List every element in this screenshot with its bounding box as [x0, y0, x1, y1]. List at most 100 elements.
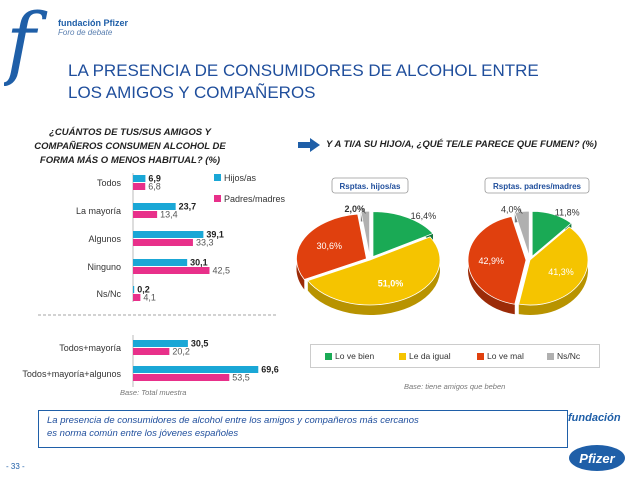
pie-data-label: 51,0%: [378, 279, 404, 289]
pie-data-label: 2,0%: [344, 204, 365, 214]
pie-data-label: 30,6%: [317, 241, 343, 251]
category-label: La mayoría: [76, 206, 121, 216]
leader-line: [362, 208, 366, 214]
leader-line: [518, 209, 523, 214]
bar-padres: [133, 239, 193, 246]
bar-hijos: [133, 340, 188, 347]
legend-lo-ve-mal: Lo ve mal: [477, 351, 524, 361]
pie-legend: Lo ve bien Le da igual Lo ve mal Ns/Nc: [310, 344, 600, 368]
pie-slice-lo-ve-bien: [372, 211, 434, 258]
pie-slice-lo-ve-mal: [467, 216, 527, 305]
bar-hijos: [133, 203, 176, 210]
pie-data-label: 4,0%: [501, 204, 522, 214]
conclusion-line-1: La presencia de consumidores de alcohol …: [47, 415, 419, 426]
svg-text:f: f: [4, 2, 48, 86]
data-label: 6,8: [148, 182, 161, 192]
arrow-right-icon: [298, 138, 320, 152]
pie-data-label: 11,8%: [555, 208, 580, 218]
category-label: Algunos: [88, 234, 121, 244]
legend-swatch-yellow: [399, 353, 406, 360]
pie-slice-ns-nc: [514, 210, 530, 257]
legend-swatch-green: [325, 353, 332, 360]
conclusion-line-2: es norma común entre los jóvenes español…: [47, 428, 239, 439]
svg-text:Pfizer: Pfizer: [579, 451, 615, 466]
pie-data-label: 41,3%: [548, 267, 574, 277]
data-label: 39,1: [206, 230, 224, 240]
bar-padres: [133, 348, 170, 355]
question-2: Y A TI/A SU HIJO/A, ¿QUÉ TE/LE PARECE QU…: [326, 139, 597, 150]
pie-slice-le-da-igual: [518, 226, 589, 306]
data-label: 0,2: [137, 285, 150, 295]
bar-hijos: [133, 366, 259, 373]
fundacion-logo-icon: f: [4, 2, 48, 86]
question-1-line-2: COMPAÑEROS CONSUMEN ALCOHOL DE: [34, 141, 226, 152]
base-note-1: Base: Total muestra: [120, 388, 187, 397]
legend-label: Le da igual: [409, 351, 451, 361]
category-label: Todos+mayoría: [59, 343, 121, 353]
bar-padres: [133, 267, 210, 274]
category-label: Ninguno: [87, 262, 121, 272]
data-label: 20,2: [172, 347, 190, 357]
data-label: 42,5: [213, 266, 231, 276]
bar-hijos: [133, 231, 204, 238]
bar-padres: [133, 294, 141, 301]
pie-title-box: [331, 177, 409, 194]
question-1-line-3: FORMA MÁS O MENOS HABITUAL? (%): [39, 155, 221, 166]
legend-label: Lo ve bien: [335, 351, 375, 361]
bar-hijos: [133, 175, 146, 182]
pfizer-logo-icon: Pfizer: [569, 445, 625, 471]
bar-hijos: [133, 259, 188, 266]
data-label: 69,6: [261, 365, 279, 375]
logo-subtitle: Foro de debate: [58, 28, 113, 37]
question-1: ¿CUÁNTOS DE TUS/SUS AMIGOS Y COMPAÑEROS …: [30, 126, 230, 168]
pie-title: Rsptas. hijos/as: [340, 182, 401, 191]
legend-lo-ve-bien: Lo ve bien: [325, 351, 374, 361]
conclusion-box: La presencia de consumidores de alcohol …: [38, 410, 568, 448]
data-label: 13,4: [160, 210, 178, 220]
legend-label: Hijos/as: [224, 173, 257, 183]
data-label: 30,1: [190, 258, 208, 268]
pie-slice-lo-ve-mal: [296, 213, 367, 280]
pie-slice-le-da-igual: [307, 236, 441, 306]
category-label: Todos: [97, 178, 122, 188]
pie-slice-lo-ve-bien: [531, 210, 572, 258]
legend-swatch: [214, 195, 221, 202]
page-number: - 33 -: [6, 462, 25, 471]
logo-text: fundación Pfizer Foro de debate: [58, 18, 128, 38]
pie-data-label: 16,4%: [411, 211, 437, 221]
legend-label: Padres/madres: [224, 194, 286, 204]
pie-slice-ns-nc: [360, 210, 371, 257]
bar-padres: [133, 211, 158, 218]
pie-title-box: [484, 177, 590, 194]
base-note-2: Base: tiene amigos que beben: [404, 382, 506, 391]
legend-label: Lo ve mal: [487, 351, 524, 361]
title-line-1: LA PRESENCIA DE CONSUMIDORES DE ALCOHOL …: [68, 61, 539, 80]
category-label: Ns/Nc: [97, 289, 122, 299]
data-label: 6,9: [148, 174, 161, 184]
legend-ns-nc: Ns/Nc: [547, 351, 580, 361]
legend-le-da-igual: Le da igual: [399, 351, 451, 361]
legend-swatch-red: [477, 353, 484, 360]
pie-slice-side: [518, 226, 588, 315]
bar-chart: Todos 6,96,8 La mayoría 23,713,4 Algunos 39,1…: [22, 173, 286, 387]
pie-charts: 16,4% 51,0% 30,6% 2,0% Rsptas. hijos/as 11,8%…: [296, 177, 590, 316]
bar-hijos: [133, 286, 135, 293]
bar-padres: [133, 374, 230, 381]
legend-swatch-gray: [547, 353, 554, 360]
data-label: 33,3: [196, 238, 214, 248]
data-label: 23,7: [179, 202, 197, 212]
logo-name: fundación Pfizer: [58, 18, 129, 28]
fundacion-footer-logo: fundación: [568, 412, 621, 424]
legend-label: Ns/Nc: [557, 351, 581, 361]
category-label: Todos+mayoría+algunos: [22, 369, 121, 379]
title-line-2: LOS AMIGOS Y COMPAÑEROS: [68, 83, 316, 102]
page-title: LA PRESENCIA DE CONSUMIDORES DE ALCOHOL …: [68, 60, 588, 104]
data-label: 30,5: [191, 339, 209, 349]
data-label: 4,1: [143, 293, 156, 303]
bar-padres: [133, 183, 146, 190]
legend-swatch: [214, 174, 221, 181]
pie-data-label: 42,9%: [478, 256, 504, 266]
data-label: 53,5: [232, 373, 250, 383]
pie-title: Rsptas. padres/madres: [493, 182, 582, 191]
question-1-line-1: ¿CUÁNTOS DE TUS/SUS AMIGOS Y: [49, 127, 211, 138]
